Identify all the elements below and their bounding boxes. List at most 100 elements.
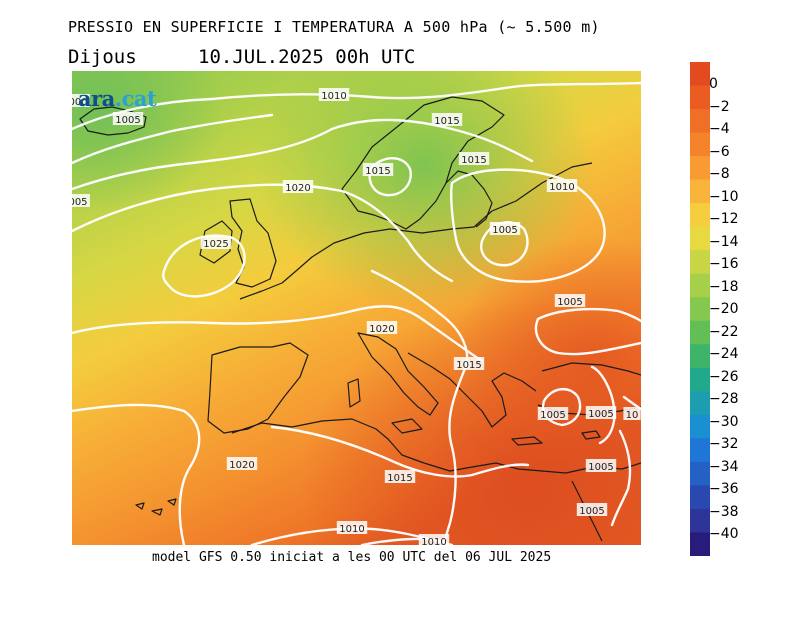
map-title: PRESSIO EN SUPERFICIE I TEMPERATURA A 50…: [68, 18, 600, 36]
colorbar-swatch: [690, 438, 710, 463]
isobar-label-bg: [200, 236, 232, 249]
colorbar-swatch: [690, 320, 710, 345]
cyprus-coast: [581, 430, 601, 440]
isobar-label-iso-1005-iceland: 1005: [115, 115, 140, 126]
isobar-label-iso-1005-aegean: 1005: [557, 297, 582, 308]
isobar-label-bg: [418, 534, 450, 545]
isobar-label-bg: [585, 406, 617, 419]
isobar-label-bg: [554, 294, 586, 307]
colorbar-tick-label: −28: [709, 391, 739, 407]
colorbar-swatch: [690, 297, 710, 322]
colorbar-swatch: [690, 203, 710, 228]
colorbar-swatch: [690, 250, 710, 275]
colorbar-tick-label: −18: [709, 278, 739, 295]
colorbar-tick-label: −22: [709, 323, 739, 340]
colorbar-tick-label: −32: [709, 436, 739, 452]
isobar-label-iso-1015-norway: 1015: [434, 116, 459, 127]
isobar-1010-ukraine: [450, 168, 606, 283]
isobar-label-iso-1015-libya: 1015: [387, 473, 412, 484]
colorbar-swatch: [690, 485, 710, 510]
isobar-label-bg: [431, 113, 463, 126]
isobar-label-bg: [336, 521, 368, 534]
isobar-1020-alps: [72, 305, 484, 363]
iberia-coast: [207, 342, 309, 434]
isobar-1015-north: [72, 118, 534, 191]
isobar-label-bg: [546, 179, 578, 192]
isobar-label-bg: [362, 163, 394, 176]
model-caption: model GFS 0.50 iniciat a les 00 UTC del …: [152, 550, 552, 565]
isobar-label-bg: [72, 194, 90, 207]
isobar-label-bg: [226, 457, 258, 470]
isobar-label-iso-1005-anatolia: 1005: [540, 410, 565, 421]
colorbar-tick-label: −34: [709, 458, 739, 475]
isobar-label-iso-1005-ukraine: 1005: [492, 225, 517, 236]
crete-coast: [511, 436, 543, 446]
colorbar-swatch: [690, 85, 710, 110]
colorbar-swatch: [690, 391, 710, 416]
colorbar-tick-label: −10: [709, 188, 739, 205]
colorbar-tick-label: −20: [709, 301, 739, 317]
forecast-date: 10.JUL.2025 00h UTC: [198, 46, 416, 68]
isobar-label-bg: [489, 222, 521, 235]
brand-logo[interactable]: ara.cat: [78, 86, 157, 111]
isobar-label-iso-1015-balkans: 1015: [456, 360, 481, 371]
isobar-label-iso-1010-nw: 1010: [321, 91, 346, 102]
colorbar-swatch: [690, 508, 710, 533]
isobar-label-iso-1010-sahara: 1010: [339, 524, 364, 535]
colorbar-tick-label: −16: [709, 256, 739, 272]
colorbar-tick-label: −4: [709, 121, 730, 137]
colorbar-tick-label: −8: [709, 166, 730, 182]
colorbar-tick-label: −38: [709, 503, 739, 520]
isobar-label-bg: [458, 152, 490, 165]
colorbar-swatch: [690, 132, 710, 157]
colorbar-swatch: [690, 156, 710, 181]
isobar-label-iso-1015-sweden: 1015: [365, 166, 390, 177]
colorbar-swatch: [690, 344, 710, 369]
colorbar-tick-label: 0: [709, 76, 718, 92]
forecast-day: Dijous: [68, 46, 137, 68]
isobar-label-bg: [576, 503, 608, 516]
italy-coast: [357, 332, 439, 416]
isobar-label-iso-1005-levant: 1005: [588, 462, 613, 473]
isobar-labels: 1010 1005 000 005 1015 1015 1015 1010 1020 1025 10…: [72, 88, 641, 545]
gulf-coast: [445, 170, 493, 228]
isobar-1005-aegean: [534, 307, 641, 356]
colorbar-swatch: [690, 62, 710, 87]
colorbar-tick-label: −30: [709, 413, 739, 430]
mainland-coast: [239, 162, 593, 300]
isobar-label-bg: [112, 112, 144, 125]
colorbar-tick-label: −12: [709, 211, 739, 227]
isobar-label-bg: [366, 321, 398, 334]
iceland-coast: [79, 106, 147, 136]
isobar-label-bg: [72, 94, 90, 107]
isobar-label-iso-1010-russia: 1010: [549, 182, 574, 193]
isobar-label-iso-1000-iceland: 000: [72, 97, 88, 108]
isobar-label-bg: [453, 357, 485, 370]
colorbar-swatch: [690, 367, 710, 392]
britain-coast: [229, 198, 277, 288]
isobar-label-iso-1020-atlantic: 1020: [229, 460, 254, 471]
colorbar-swatch: [690, 532, 710, 556]
isobar-label-iso-1020-north: 1020: [285, 183, 310, 194]
isobar-label-iso-1005-turkey: 1005: [588, 409, 613, 420]
colorbar-swatch: [690, 109, 710, 134]
isobar-1020-atlantic: [72, 403, 201, 545]
isobar-1025-azores: [162, 234, 246, 298]
isobar-1015-libya: [270, 425, 530, 478]
colorbar-tick-label: −36: [709, 481, 739, 497]
isobar-label-bg: [537, 407, 569, 420]
isobar-1020-north: [72, 183, 454, 283]
canary-islands: [135, 498, 177, 516]
isobar-1015-baltic: [368, 157, 412, 197]
colorbar-swatch: [690, 179, 710, 204]
isobars: [72, 81, 641, 545]
colorbar-swatch: [690, 273, 710, 298]
colorbar-tick-label: −26: [709, 368, 739, 385]
isobar-label-bg: [585, 459, 617, 472]
isobar-label-bg: [384, 470, 416, 483]
sardinia-coast: [347, 378, 361, 408]
isobar-label-iso-1020-alps: 1020: [369, 324, 394, 335]
ireland-coast: [199, 220, 233, 264]
isobar-label-iso-1025-azores: 1025: [203, 239, 228, 250]
isobar-1010-north: [72, 81, 641, 131]
